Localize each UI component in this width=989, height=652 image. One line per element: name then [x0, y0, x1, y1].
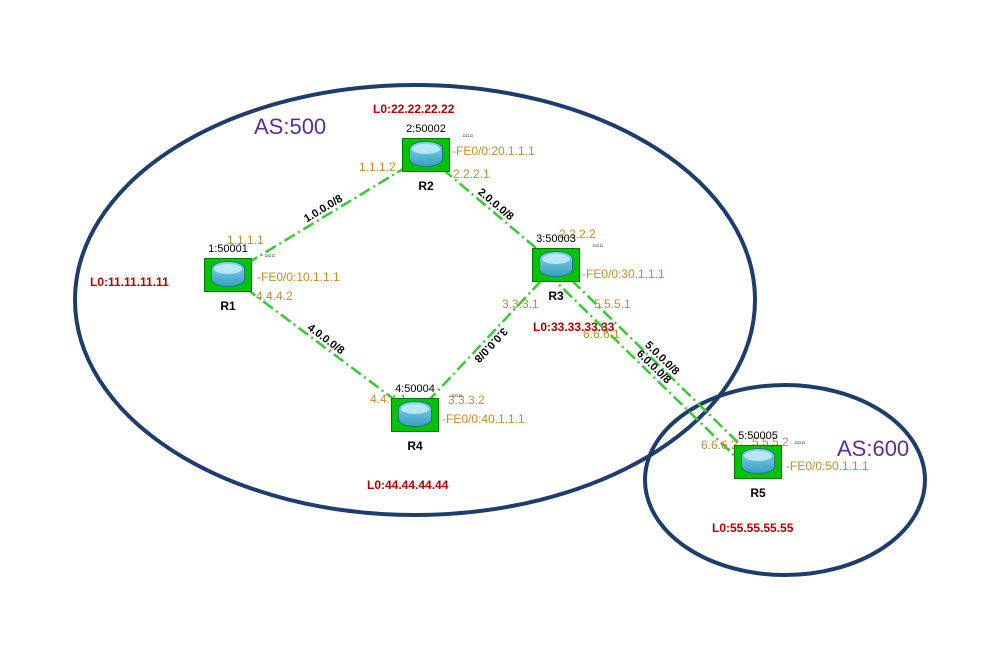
router-r5[interactable]: ▫▫▫5:50005R5 [734, 445, 782, 479]
router-r4[interactable]: ▫▫▫4:50004R4 [391, 398, 439, 432]
module-icon: ▫▫▫ [794, 438, 805, 449]
diagram-canvas: 1.0.0.0/8 2.0.0.0/8 3.0.0.0/8 4.0.0.0/8 5.0.… [0, 0, 989, 652]
interface-ip: 4.4.4.2 [256, 289, 293, 303]
router-r2[interactable]: ▫▫▫2:50002R2 [402, 138, 450, 172]
interface-ip: 5.5.5.1 [594, 297, 631, 311]
link-R1-R2 [228, 155, 426, 275]
router-id-label: 1:50001 [208, 243, 248, 255]
as-ellipse-1 [645, 385, 925, 575]
link-net-label: 4.0.0.0/8 [305, 322, 346, 357]
router-r3[interactable]: ▫▫▫3:50003R3 [532, 248, 580, 282]
module-icon: ▫▫▫ [451, 391, 462, 402]
router-icon [409, 141, 443, 167]
link-net-label: 2.0.0.0/8 [475, 186, 515, 223]
loopback-label: L0:55.55.55.55 [712, 521, 793, 535]
router-id-label: 2:50002 [406, 123, 446, 135]
module-icon: ▫▫▫ [592, 241, 603, 252]
router-icon [398, 401, 432, 427]
interface-ip: 6.6.6.2 [701, 438, 738, 452]
router-icon [539, 251, 573, 277]
fe-interface-label: -FE0/0:50.1.1.1 [786, 459, 869, 473]
module-icon: ▫▫▫ [264, 251, 275, 262]
router-name-label: R5 [750, 486, 765, 500]
link-net-label: 3.0.0.0/8 [472, 325, 510, 364]
loopback-label: L0:44.44.44.44 [367, 478, 448, 492]
fe-interface-label: -FE0/0:30.1.1.1 [582, 267, 665, 281]
interface-ip: 2.2.2.1 [453, 167, 490, 181]
router-id-label: 5:50005 [738, 430, 778, 442]
as-label: AS:500 [254, 114, 326, 140]
link-net-label: 1.0.0.0/8 [302, 193, 345, 225]
link-net-label: 6.0.0.0/8 [634, 348, 673, 386]
loopback-label: L0:22.22.22.22 [373, 102, 454, 116]
router-name-label: R4 [407, 439, 422, 453]
link-net-label: 5.0.0.0/8 [642, 339, 681, 377]
router-name-label: R3 [548, 289, 563, 303]
router-icon [741, 448, 775, 474]
fe-interface-label: -FE0/0:10.1.1.1 [257, 270, 340, 284]
interface-ip: 1.1.1.2 [359, 160, 396, 174]
loopback-label: L0:11.11.11.11 [90, 275, 169, 289]
router-name-label: R2 [418, 179, 433, 193]
router-name-label: R1 [220, 299, 235, 313]
loopback-label: L0:33.33.33.33 [533, 320, 614, 334]
router-id-label: 4:50004 [395, 383, 435, 395]
interface-ip: 3.3.3.1 [502, 297, 539, 311]
link-R3-R4 [415, 265, 556, 415]
router-icon [211, 261, 245, 287]
fe-interface-label: -FE0/0:40.1.1.1 [442, 412, 525, 426]
router-id-label: 3:50003 [536, 233, 576, 245]
module-icon: ▫▫▫ [462, 131, 473, 142]
fe-interface-label: -FE0/0:20.1.1.1 [452, 144, 535, 158]
link-R3-R5 [556, 265, 758, 462]
router-r1[interactable]: ▫▫▫1:50001R1 [204, 258, 252, 292]
svg-layer: 1.0.0.0/8 2.0.0.0/8 3.0.0.0/8 4.0.0.0/8 5.0.… [0, 0, 989, 652]
